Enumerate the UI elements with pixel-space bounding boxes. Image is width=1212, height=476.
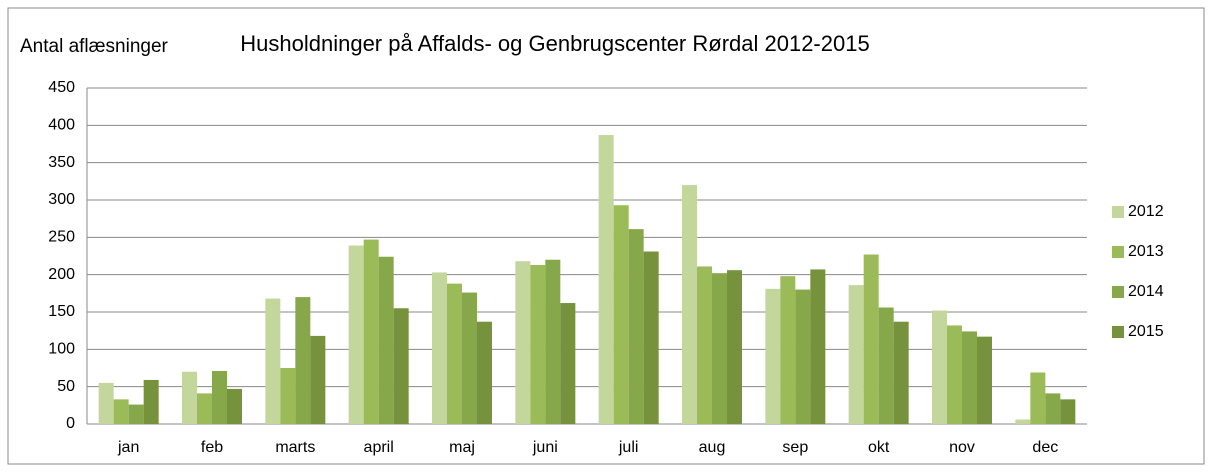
bar [712, 273, 727, 424]
legend-label: 2012 [1128, 203, 1164, 220]
legend-swatch [1112, 326, 1124, 338]
bar [515, 261, 531, 424]
bar [462, 292, 477, 424]
bar [310, 335, 326, 424]
bar [628, 229, 644, 424]
bar [977, 336, 992, 424]
bar [795, 289, 811, 424]
x-tick-label: juni [532, 439, 558, 456]
bar [477, 321, 492, 424]
chart-title: Husholdninger på Affalds- og Genbrugscen… [240, 31, 869, 56]
bar [765, 288, 781, 424]
bar [113, 399, 129, 424]
y-tick-label: 50 [57, 378, 75, 395]
bar [1030, 372, 1046, 424]
bar [212, 370, 227, 424]
legend-swatch [1112, 246, 1124, 258]
bar [295, 297, 311, 424]
bar [780, 276, 796, 424]
bar [545, 259, 561, 424]
y-tick-label: 400 [48, 117, 75, 134]
bar [1045, 393, 1061, 424]
bar [227, 388, 242, 424]
x-tick-label: sep [782, 439, 808, 456]
x-tick-label: aug [699, 439, 726, 456]
bar [447, 283, 462, 424]
bar [143, 379, 159, 424]
y-tick-label: 350 [48, 154, 75, 171]
bar [378, 256, 394, 424]
bar [197, 393, 212, 424]
legend-swatch [1112, 206, 1124, 218]
bar [848, 285, 864, 424]
bar [893, 321, 909, 424]
bar [393, 308, 409, 424]
y-tick-label: 250 [48, 229, 75, 246]
x-tick-label: feb [201, 439, 223, 456]
x-tick-label: maj [449, 439, 475, 456]
y-tick-label: 150 [48, 303, 75, 320]
x-tick-label: jan [117, 439, 139, 456]
bar [98, 382, 114, 424]
bar [697, 266, 712, 424]
bar [613, 205, 629, 424]
bar [128, 404, 144, 424]
y-axis-label: Antal aflæsninger [20, 36, 169, 57]
bar [810, 269, 826, 424]
bar [727, 270, 742, 424]
x-tick-label: dec [1032, 439, 1058, 456]
legend-label: 2015 [1128, 323, 1164, 340]
bar [643, 251, 659, 424]
bar [682, 185, 697, 424]
y-tick-label: 200 [48, 266, 75, 283]
bar [1015, 419, 1031, 424]
x-tick-label: marts [275, 439, 315, 456]
bar [878, 307, 894, 424]
x-tick-label: okt [868, 439, 890, 456]
legend-label: 2014 [1128, 283, 1164, 300]
bar [280, 368, 296, 424]
bar [363, 239, 379, 424]
x-tick-label: april [364, 439, 394, 456]
y-tick-label: 450 [48, 79, 75, 96]
bar [530, 264, 546, 424]
legend-swatch [1112, 286, 1124, 298]
bar [962, 331, 977, 424]
bar [265, 298, 281, 424]
y-tick-label: 100 [48, 341, 75, 358]
bar [1060, 399, 1076, 424]
bar [560, 303, 576, 424]
x-tick-label: nov [949, 439, 975, 456]
bar [932, 310, 947, 424]
bar [598, 135, 614, 425]
y-tick-label: 300 [48, 191, 75, 208]
bar [947, 325, 962, 424]
legend-label: 2013 [1128, 243, 1164, 260]
x-tick-label: juli [618, 439, 639, 456]
y-tick-label: 0 [66, 415, 75, 432]
bar [432, 272, 447, 424]
bar [863, 254, 879, 424]
bar [182, 371, 197, 424]
bar [348, 245, 364, 424]
